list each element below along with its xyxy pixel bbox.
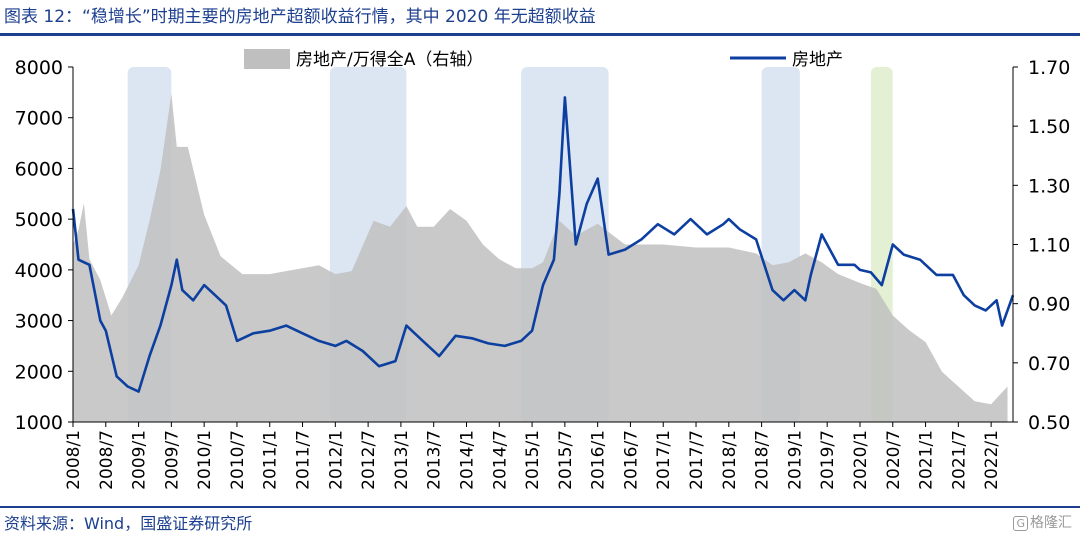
left-axis-ticks: 1000 2000 3000 4000 5000 6000 7000 8000: [15, 57, 73, 434]
legend-area-swatch: [244, 49, 290, 69]
x-tick-label: 2014/7: [490, 430, 510, 490]
right-tick-label: 0.50: [1028, 412, 1070, 434]
chart-title: 图表 12：“稳增长”时期主要的房地产超额收益行情，其中 2020 年无超额收益: [4, 7, 596, 27]
left-tick-label: 3000: [15, 311, 63, 333]
x-tick-label: 2015/7: [556, 430, 576, 490]
left-tick-label: 2000: [15, 361, 63, 383]
right-tick-label: 1.50: [1028, 116, 1070, 138]
x-tick-label: 2012/7: [359, 430, 379, 490]
x-tick-label: 2020/1: [851, 430, 871, 490]
x-tick-label: 2014/1: [457, 430, 477, 490]
title-rule: [0, 33, 1080, 36]
x-tick-label: 2010/1: [195, 430, 215, 490]
right-tick-label: 1.30: [1028, 175, 1070, 197]
x-tick-label: 2022/1: [982, 430, 1002, 490]
right-tick-label: 0.70: [1028, 353, 1070, 375]
right-tick-label: 1.70: [1028, 57, 1070, 79]
price-line-series: [71, 96, 1015, 393]
x-tick-label: 2011/7: [294, 430, 314, 490]
x-axis-ticks: 2008/1 2008/7 2009/1 2009/7 2010/1 2010/7 2011…: [64, 422, 1002, 490]
x-tick-label: 2016/1: [589, 430, 609, 490]
x-tick-label: 2009/1: [130, 430, 150, 490]
left-tick-label: 8000: [15, 57, 63, 79]
legend-area-label: 房地产/万得全A（右轴）: [296, 50, 483, 70]
legend-line-label: 房地产: [792, 50, 843, 70]
x-tick-label: 2021/7: [949, 430, 969, 490]
left-tick-label: 1000: [15, 412, 63, 434]
x-tick-label: 2016/7: [621, 430, 641, 490]
ratio-area-series: [73, 93, 1008, 422]
right-tick-label: 1.10: [1028, 235, 1070, 257]
left-tick-label: 4000: [15, 260, 63, 282]
left-tick-label: 7000: [15, 108, 63, 130]
right-axis-ticks: 0.50 0.70 0.90 1.10 1.30 1.50 1.70: [1013, 57, 1070, 434]
x-tick-label: 2020/7: [884, 430, 904, 490]
left-tick-label: 6000: [15, 158, 63, 180]
watermark-logo: G: [1013, 516, 1028, 531]
x-tick-label: 2019/1: [785, 430, 805, 490]
legend: 房地产/万得全A（右轴） 房地产: [244, 49, 843, 70]
x-tick-label: 2021/1: [917, 430, 937, 490]
x-tick-label: 2012/1: [326, 430, 346, 490]
footer-rule: [0, 506, 1080, 508]
ratio-area: [73, 93, 1008, 422]
x-tick-label: 2018/7: [753, 430, 773, 490]
source-note: 资料来源：Wind，国盛证券研究所: [4, 514, 253, 533]
watermark-text: 格隆汇: [1030, 515, 1072, 531]
price-line: [71, 96, 1015, 393]
right-tick-label: 0.90: [1028, 294, 1070, 316]
x-tick-label: 2011/1: [261, 430, 281, 490]
watermark: G 格隆汇: [1013, 512, 1072, 532]
chart: 1000 2000 3000 4000 5000 6000 7000 8000 0.50 0.7…: [15, 49, 1070, 490]
x-tick-label: 2018/1: [720, 430, 740, 490]
x-tick-label: 2015/1: [523, 430, 543, 490]
x-tick-label: 2008/7: [97, 430, 117, 490]
x-tick-label: 2010/7: [228, 430, 248, 490]
x-tick-label: 2017/7: [687, 430, 707, 490]
x-tick-label: 2017/1: [654, 430, 674, 490]
x-tick-label: 2009/7: [162, 430, 182, 490]
x-tick-label: 2008/1: [64, 430, 84, 490]
x-tick-label: 2013/7: [425, 430, 445, 490]
x-tick-label: 2019/7: [818, 430, 838, 490]
left-tick-label: 5000: [15, 209, 63, 231]
x-tick-label: 2013/1: [392, 430, 412, 490]
